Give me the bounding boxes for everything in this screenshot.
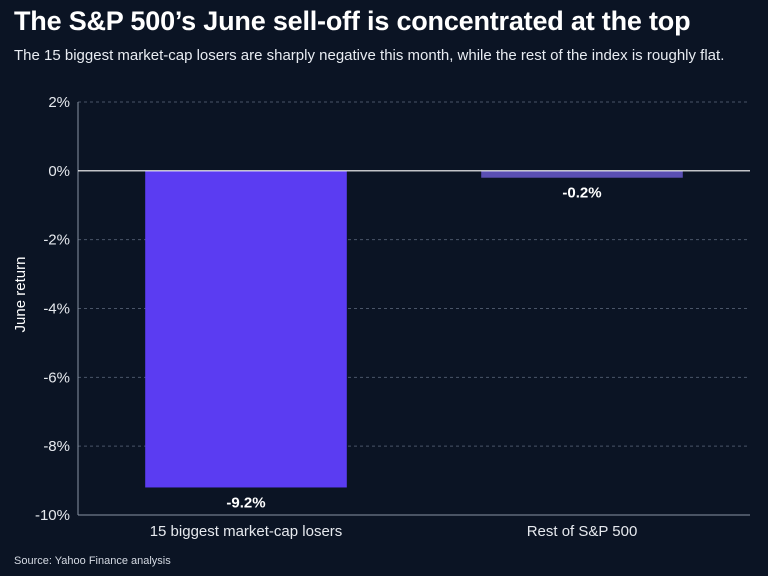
bar-1 [145, 170, 347, 488]
y-tick-label: -10% [35, 507, 70, 524]
data-label: -0.2% [562, 185, 601, 202]
y-axis-title: June return [12, 257, 29, 333]
y-tick-label: -2% [43, 232, 70, 249]
y-tick-label: -6% [43, 369, 70, 386]
x-category-label: Rest of S&P 500 [527, 523, 638, 540]
bar-2 [481, 170, 683, 178]
data-label: -9.2% [226, 494, 265, 511]
x-category-label: 15 biggest market-cap losers [150, 523, 343, 540]
y-tick-label: -4% [43, 301, 70, 318]
y-tick-label: 0% [48, 163, 70, 180]
source-note: Source: Yahoo Finance analysis [14, 555, 171, 567]
chart-subtitle: The 15 biggest market-cap losers are sha… [14, 47, 725, 64]
y-tick-label: 2% [48, 94, 70, 111]
chart-title: The S&P 500’s June sell-off is concentra… [14, 6, 691, 36]
y-tick-label: -8% [43, 438, 70, 455]
